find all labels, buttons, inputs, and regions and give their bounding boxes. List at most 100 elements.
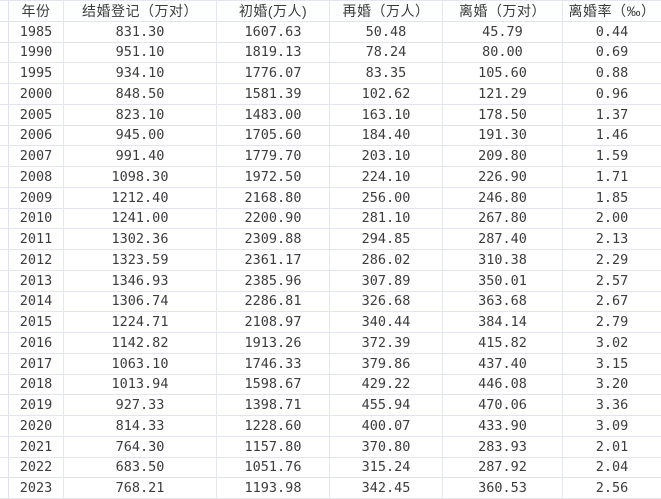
column-header-marriage_registrations: 结婚登记（万对） (64, 1, 217, 22)
cell-divorces: 209.80 (443, 146, 563, 167)
cell-marriage_registrations: 945.00 (64, 125, 217, 147)
cell-divorce_rate: 2.13 (563, 229, 661, 250)
column-header-remarriages: 再婚（万人） (330, 1, 443, 22)
cell-divorces: 350.01 (443, 270, 563, 292)
cell-year: 2010 (9, 208, 64, 230)
left-edge-sliver (0, 208, 9, 230)
cell-divorces: 246.80 (443, 187, 563, 209)
cell-divorces: 360.53 (443, 478, 563, 499)
column-header-divorces: 离婚（万对） (443, 1, 563, 22)
cell-marriage_registrations: 768.21 (64, 478, 217, 499)
cell-first_marriages: 1051.76 (217, 457, 330, 479)
left-edge-sliver (0, 291, 9, 313)
cell-marriage_registrations: 1302.36 (64, 229, 217, 250)
cell-remarriages: 286.02 (330, 250, 443, 271)
cell-divorce_rate: 0.96 (563, 84, 661, 105)
cell-year: 2020 (9, 416, 64, 437)
left-edge-sliver (0, 478, 9, 499)
cell-marriage_registrations: 1241.00 (64, 208, 217, 230)
cell-marriage_registrations: 1306.74 (64, 291, 217, 313)
cell-divorce_rate: 0.69 (563, 42, 661, 64)
cell-marriage_registrations: 823.10 (64, 104, 217, 126)
cell-marriage_registrations: 831.30 (64, 21, 217, 43)
cell-divorces: 470.06 (443, 395, 563, 416)
cell-remarriages: 83.35 (330, 63, 443, 84)
cell-marriage_registrations: 927.33 (64, 395, 217, 416)
left-edge-sliver (0, 416, 9, 437)
cell-remarriages: 379.86 (330, 353, 443, 375)
left-edge-sliver (0, 374, 9, 396)
cell-divorce_rate: 2.04 (563, 457, 661, 479)
cell-marriage_registrations: 1323.59 (64, 250, 217, 271)
cell-divorce_rate: 3.02 (563, 333, 661, 354)
cell-year: 2023 (9, 478, 64, 499)
cell-marriage_registrations: 764.30 (64, 436, 217, 458)
left-edge-sliver (0, 63, 9, 84)
cell-remarriages: 281.10 (330, 208, 443, 230)
cell-year: 2012 (9, 250, 64, 271)
cell-first_marriages: 1581.39 (217, 84, 330, 105)
cell-divorces: 433.90 (443, 416, 563, 437)
left-edge-sliver (0, 146, 9, 167)
cell-first_marriages: 2309.88 (217, 229, 330, 250)
cell-divorce_rate: 0.88 (563, 63, 661, 84)
left-edge-sliver (0, 42, 9, 64)
cell-divorce_rate: 2.56 (563, 478, 661, 499)
cell-divorces: 226.90 (443, 167, 563, 188)
left-edge-sliver (0, 167, 9, 188)
left-edge-sliver (0, 436, 9, 458)
cell-first_marriages: 1607.63 (217, 21, 330, 43)
cell-first_marriages: 1779.70 (217, 146, 330, 167)
cell-year: 2015 (9, 312, 64, 333)
cell-divorce_rate: 0.44 (563, 21, 661, 43)
left-edge-sliver (0, 1, 9, 22)
cell-remarriages: 429.22 (330, 374, 443, 396)
cell-divorces: 267.80 (443, 208, 563, 230)
cell-divorces: 191.30 (443, 125, 563, 147)
cell-divorces: 363.68 (443, 291, 563, 313)
cell-first_marriages: 1157.80 (217, 436, 330, 458)
cell-remarriages: 203.10 (330, 146, 443, 167)
cell-year: 2022 (9, 457, 64, 479)
column-header-divorce_rate: 离婚率（‰） (563, 1, 661, 22)
cell-divorce_rate: 3.20 (563, 374, 661, 396)
cell-divorce_rate: 2.79 (563, 312, 661, 333)
cell-divorce_rate: 3.15 (563, 353, 661, 375)
cell-year: 2017 (9, 353, 64, 375)
cell-marriage_registrations: 1063.10 (64, 353, 217, 375)
left-edge-sliver (0, 84, 9, 105)
cell-divorce_rate: 1.71 (563, 167, 661, 188)
cell-remarriages: 400.07 (330, 416, 443, 437)
cell-first_marriages: 1746.33 (217, 353, 330, 375)
cell-first_marriages: 1228.60 (217, 416, 330, 437)
cell-remarriages: 184.40 (330, 125, 443, 147)
cell-year: 1990 (9, 42, 64, 64)
cell-divorces: 80.00 (443, 42, 563, 64)
cell-remarriages: 455.94 (330, 395, 443, 416)
left-edge-sliver (0, 270, 9, 292)
cell-year: 2009 (9, 187, 64, 209)
cell-marriage_registrations: 951.10 (64, 42, 217, 64)
left-edge-sliver (0, 395, 9, 416)
cell-year: 2014 (9, 291, 64, 313)
left-edge-sliver (0, 353, 9, 375)
cell-remarriages: 307.89 (330, 270, 443, 292)
cell-divorce_rate: 2.00 (563, 208, 661, 230)
cell-marriage_registrations: 1013.94 (64, 374, 217, 396)
cell-remarriages: 340.44 (330, 312, 443, 333)
left-edge-sliver (0, 229, 9, 250)
cell-first_marriages: 1776.07 (217, 63, 330, 84)
left-edge-sliver (0, 104, 9, 126)
cell-divorces: 121.29 (443, 84, 563, 105)
cell-divorce_rate: 1.46 (563, 125, 661, 147)
cell-divorce_rate: 3.09 (563, 416, 661, 437)
cell-divorces: 45.79 (443, 21, 563, 43)
cell-divorce_rate: 1.59 (563, 146, 661, 167)
cell-first_marriages: 1819.13 (217, 42, 330, 64)
left-edge-sliver (0, 250, 9, 271)
cell-year: 2013 (9, 270, 64, 292)
cell-year: 2018 (9, 374, 64, 396)
cell-marriage_registrations: 1142.82 (64, 333, 217, 354)
cell-first_marriages: 1972.50 (217, 167, 330, 188)
